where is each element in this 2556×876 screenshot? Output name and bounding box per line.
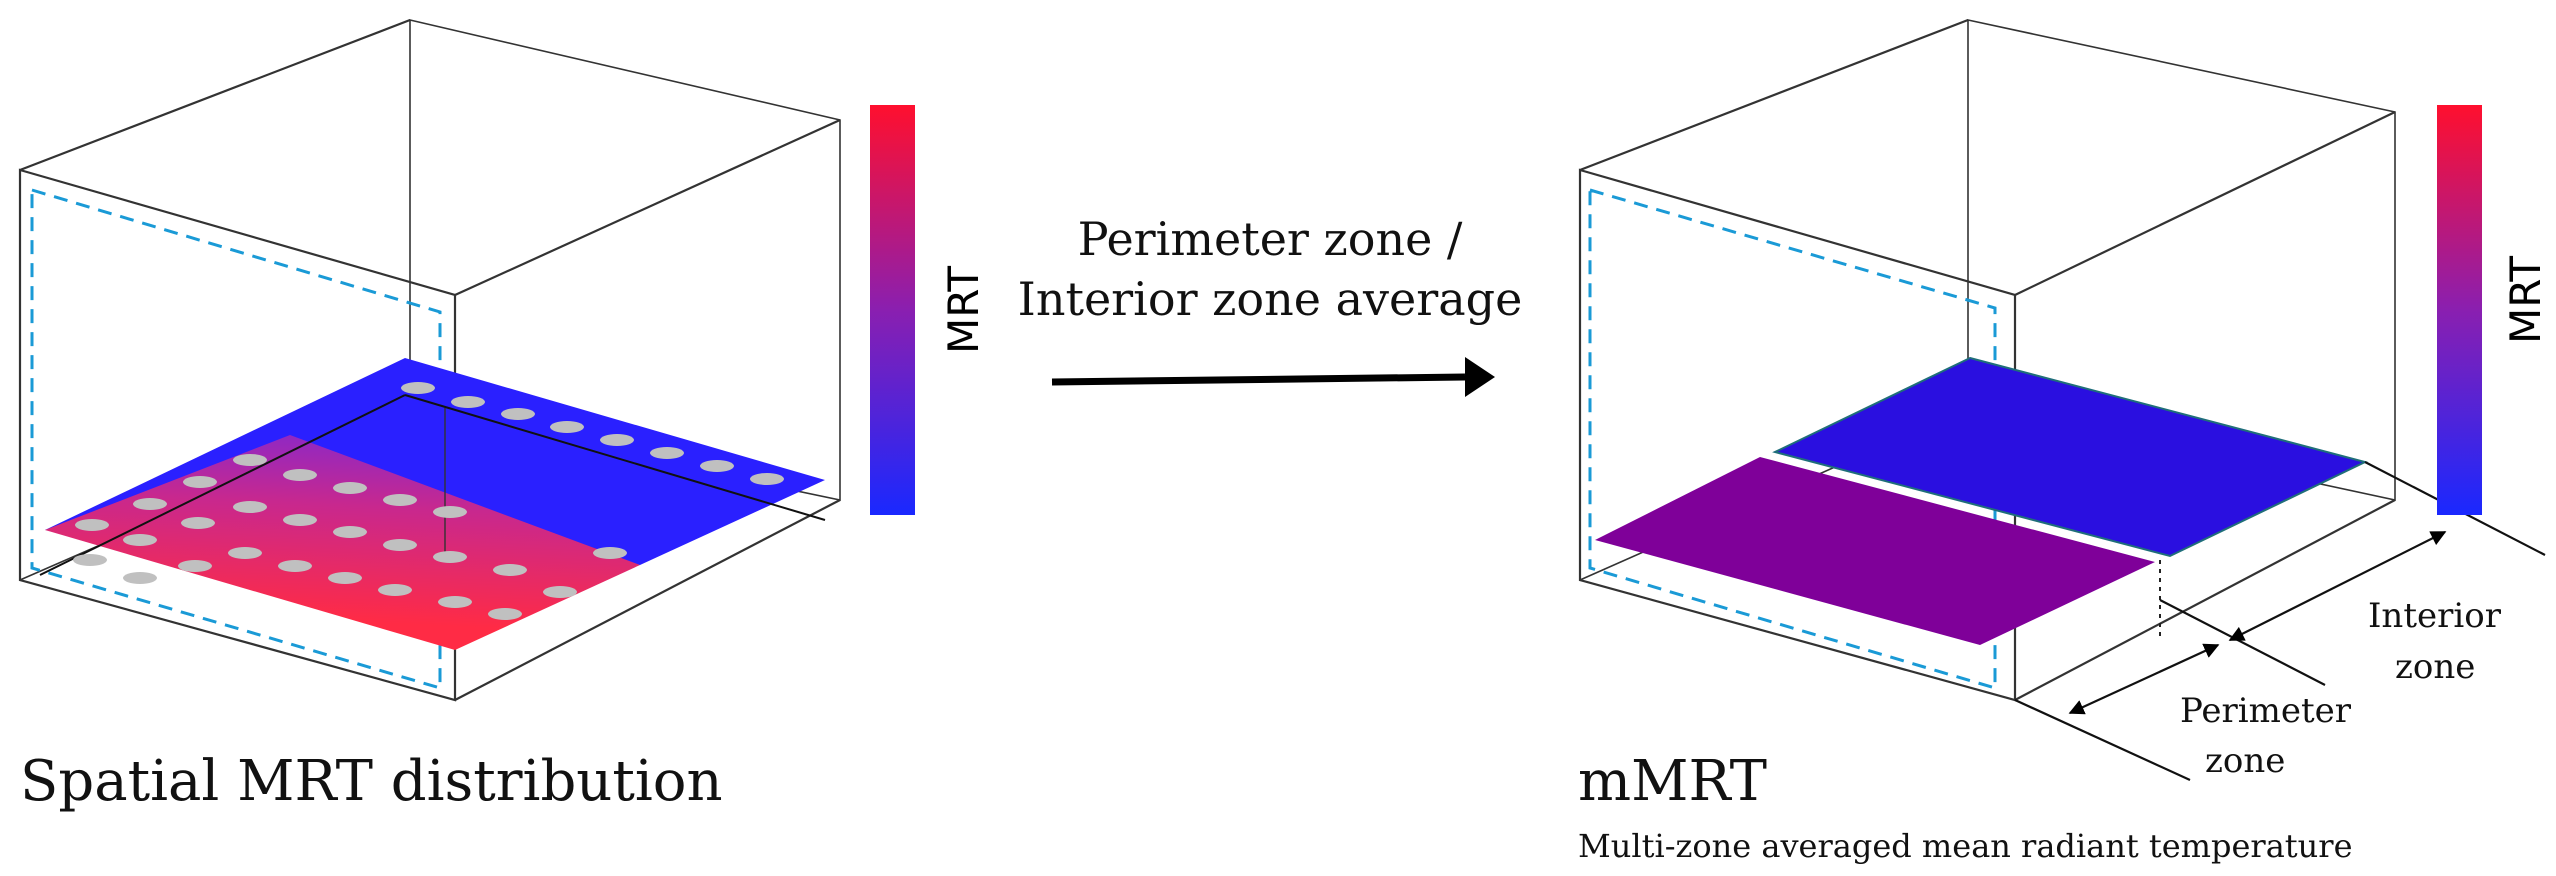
- left-sensor-points: [73, 382, 784, 620]
- zone-dimension-lines: [2014, 461, 2546, 782]
- right-title: mMRT: [1578, 749, 1767, 814]
- transition-text-line-2: Interior zone average: [1018, 272, 1523, 326]
- right-edge-top-right: [2014, 111, 2396, 296]
- left-mrt-floor: [39, 358, 826, 650]
- sensor-point: [378, 584, 412, 596]
- transition-arrow-shaft: [1051, 373, 1466, 386]
- left-edge-top-right: [454, 118, 841, 297]
- sensor-point: [278, 560, 312, 572]
- sensor-point: [650, 447, 684, 459]
- sensor-point: [593, 547, 627, 559]
- transition-arrow-head: [1465, 357, 1495, 397]
- sensor-point: [451, 396, 485, 408]
- sensor-point: [700, 460, 734, 472]
- sensor-point: [75, 519, 109, 531]
- sensor-point: [73, 554, 107, 566]
- sensor-point: [133, 498, 167, 510]
- right-subtitle: Multi-zone averaged mean radiant tempera…: [1578, 827, 2353, 865]
- sensor-point: [383, 539, 417, 551]
- left-caption: Spatial MRT distribution: [20, 749, 723, 814]
- right-edge-top-left: [1579, 18, 1969, 172]
- sensor-point: [433, 506, 467, 518]
- sensor-point: [233, 454, 267, 466]
- sensor-point: [600, 434, 634, 446]
- right-colorbar-label: MRT: [2501, 256, 2550, 344]
- sensor-point: [501, 408, 535, 420]
- interior-zone-label-1: Interior: [2368, 596, 2502, 636]
- sensor-point: [123, 534, 157, 546]
- sensor-point: [750, 473, 784, 485]
- sensor-point: [383, 494, 417, 506]
- perimeter-zone-dimension: [2068, 643, 2220, 715]
- sensor-point: [433, 551, 467, 563]
- sensor-point: [488, 608, 522, 620]
- right-colorbar: [2437, 105, 2482, 515]
- dimension-extension-3: [2014, 698, 2191, 782]
- sensor-point: [328, 572, 362, 584]
- sensor-point: [333, 482, 367, 494]
- left-colorbar-label: MRT: [939, 266, 988, 354]
- sensor-point: [283, 469, 317, 481]
- sensor-point: [550, 421, 584, 433]
- sensor-point: [181, 517, 215, 529]
- interior-zone-floor: [1772, 356, 2368, 558]
- sensor-point: [123, 572, 157, 584]
- left-floor-line-2: [39, 394, 406, 576]
- sensor-point: [333, 526, 367, 538]
- dimension-extension-2: [2159, 599, 2326, 686]
- left-floor-perimeter: [45, 435, 640, 650]
- perimeter-zone-label-2: zone: [2205, 741, 2285, 781]
- sensor-point: [228, 547, 262, 559]
- sensor-point: [543, 586, 577, 598]
- sensor-point: [401, 382, 435, 394]
- perimeter-zone-label-1: Perimeter: [2180, 691, 2352, 731]
- left-colorbar: [870, 105, 915, 515]
- left-floor-line-1: [404, 394, 826, 521]
- interior-zone-label-2: zone: [2395, 647, 2475, 687]
- transition-text-line-1: Perimeter zone /: [1078, 212, 1463, 266]
- sensor-point: [493, 564, 527, 576]
- perimeter-zone-floor: [1595, 457, 2155, 645]
- sensor-point: [183, 476, 217, 488]
- left-window-outline: [30, 187, 442, 691]
- interior-zone-dimension: [2228, 531, 2447, 641]
- sensor-point: [233, 501, 267, 513]
- sensor-point: [438, 596, 472, 608]
- left-edge-top-left: [19, 18, 411, 172]
- right-window-outline: [1588, 188, 1997, 691]
- sensor-point: [283, 514, 317, 526]
- left-edge-bottom-right: [454, 499, 841, 701]
- sensor-point: [178, 560, 212, 572]
